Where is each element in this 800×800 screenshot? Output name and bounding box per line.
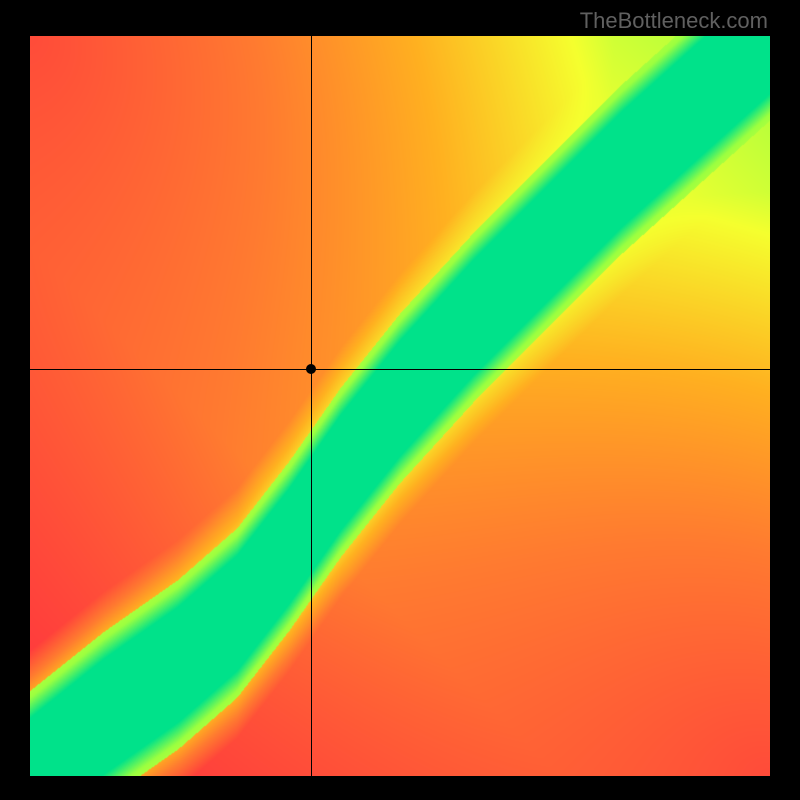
selection-marker[interactable] [306, 364, 316, 374]
watermark-text: TheBottleneck.com [580, 8, 768, 34]
crosshair-vertical [311, 36, 312, 776]
chart-container: TheBottleneck.com [0, 0, 800, 800]
bottleneck-heatmap [30, 36, 770, 776]
crosshair-horizontal [30, 369, 770, 370]
